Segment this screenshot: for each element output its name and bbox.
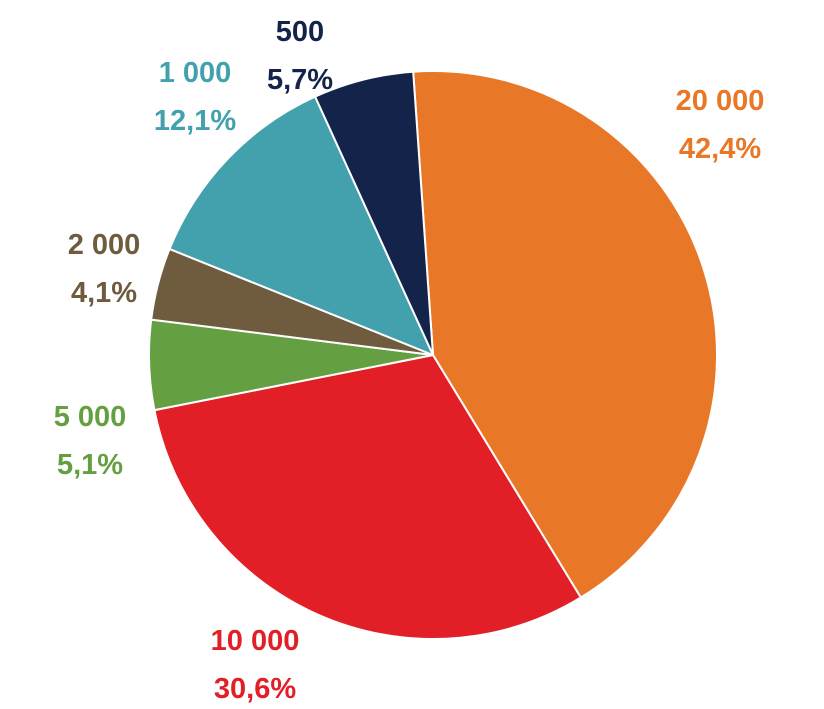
slice-label-500: 500 xyxy=(276,16,324,48)
pie-slices xyxy=(148,70,718,640)
slice-percent-2000: 4,1% xyxy=(71,277,137,309)
slice-percent-1000: 12,1% xyxy=(154,105,236,137)
pie-slice-20000 xyxy=(412,70,718,599)
slice-label-10000: 10 000 xyxy=(211,625,300,657)
pie-slice-1000 xyxy=(168,95,435,357)
slice-label-1000: 1 000 xyxy=(159,57,232,89)
pie-slice-500 xyxy=(313,70,434,356)
pie-slice-10000 xyxy=(153,353,583,640)
slice-label-20000: 20 000 xyxy=(676,85,765,117)
slice-percent-500: 5,7% xyxy=(267,64,333,96)
slice-label-5000: 5 000 xyxy=(54,401,127,433)
pie-labels: 20 000 42,4% 10 000 30,6% 5 000 5,1% 2 000 4,1%… xyxy=(54,16,765,705)
slice-percent-5000: 5,1% xyxy=(57,449,123,481)
slice-percent-20000: 42,4% xyxy=(679,133,761,165)
slice-percent-10000: 30,6% xyxy=(214,673,296,705)
slice-label-2000: 2 000 xyxy=(68,229,141,261)
